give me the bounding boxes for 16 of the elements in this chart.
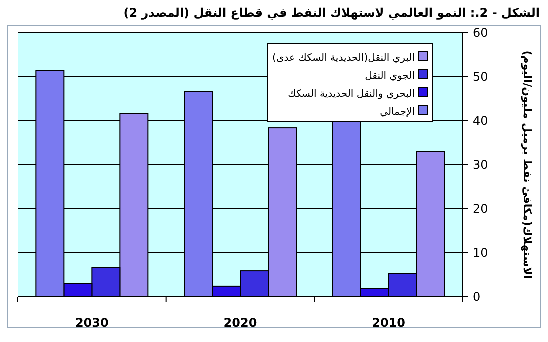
- y-tick-label: 20: [473, 202, 488, 216]
- y-tick-label: 60: [473, 26, 488, 40]
- x-tick-label: 2020: [224, 316, 258, 330]
- legend-label: البحري والنقل الحديدية السكك: [288, 89, 415, 100]
- legend-label: الإجمالي: [380, 107, 415, 118]
- y-tick-label: 10: [473, 246, 488, 260]
- y-axis-title: الاستهلاك(مكافئ نفط برميل مليون/اليوم): [521, 50, 534, 280]
- chart-title: الشكل - 2.: النمو العالمي لاستهلاك النفط في قطاع النقل (المصدر 2): [124, 6, 540, 20]
- legend-label: البري النقل(الحديدية السكك عدى): [272, 53, 415, 64]
- y-tick-label: 30: [473, 158, 488, 172]
- y-tick-label: 0: [473, 290, 481, 304]
- x-tick-label: 2030: [75, 316, 109, 330]
- y-tick-label: 50: [473, 70, 488, 84]
- y-tick-label: 40: [473, 114, 488, 128]
- x-tick-label: 2010: [372, 316, 406, 330]
- legend-label: الجوي النقل: [365, 71, 415, 82]
